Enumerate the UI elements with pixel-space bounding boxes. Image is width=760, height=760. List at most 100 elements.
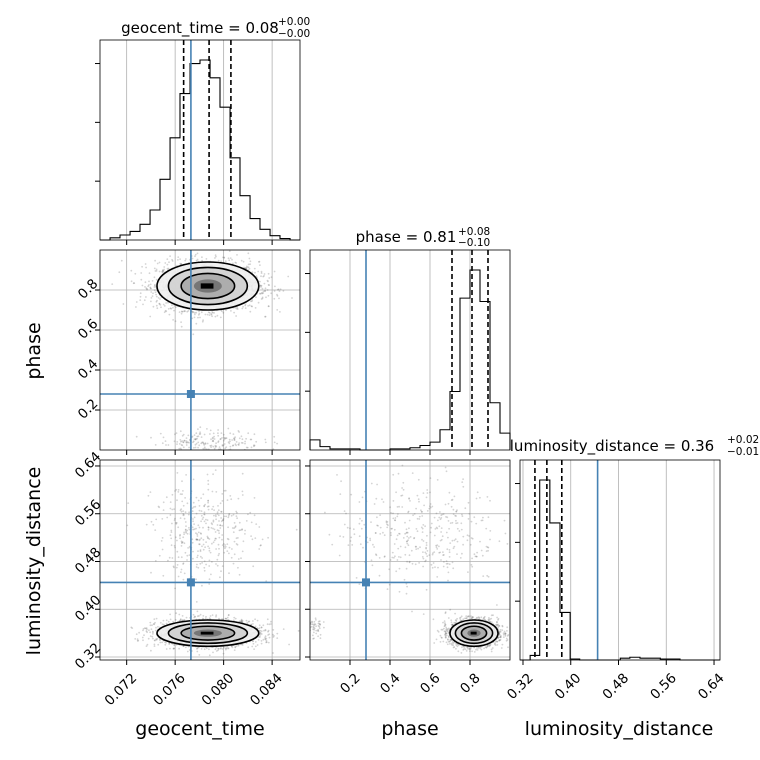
sample-point [144,281,147,284]
sample-point [158,302,161,305]
sample-point [200,510,203,512]
sample-point [194,616,197,618]
sample-point [225,618,228,620]
sample-point [183,439,186,442]
sample-point [228,259,231,262]
sample-point [161,623,164,626]
sample-point [179,493,182,495]
sample-point [217,429,219,431]
sample-point [173,647,175,650]
sample-point [238,437,241,440]
sample-point [218,536,221,539]
sample-point [224,437,226,440]
truth-marker [186,390,195,398]
sample-point [172,306,174,309]
sample-point [240,643,243,646]
sample-point [257,301,260,304]
y-tick-label-phase: 0.8 [75,276,102,303]
x-tick-label-luminosity_distance: 0.40 [552,670,585,703]
sample-point [201,320,204,323]
sample-point [258,624,261,627]
sample-point [264,287,267,290]
sample-point [174,517,176,520]
sample-point [227,427,230,430]
sample-point [200,648,203,650]
sample-point [155,270,158,272]
sample-point [191,435,194,438]
sample-point [144,286,146,288]
sample-point [170,537,173,540]
sample-point [150,571,152,574]
sample-point [145,645,148,647]
sample-point [273,290,276,292]
sample-point [219,524,222,527]
sample-point [179,534,181,537]
sample-point [207,505,210,508]
sample-point [264,628,267,631]
sample-point [142,629,144,632]
sample-point [213,438,216,440]
sample-point [204,442,207,445]
sample-point [267,280,269,283]
sample-point [267,630,269,633]
sample-point [249,310,252,313]
sample-point [262,292,264,294]
sample-point [169,647,171,650]
sample-point [253,445,255,448]
sample-point [201,256,203,259]
sample-point [149,635,152,637]
sample-point [255,296,257,298]
sample-point [195,512,198,515]
sample-point [131,627,134,629]
sample-point [152,633,154,635]
sample-point [187,310,190,312]
sample-point [206,428,208,430]
sample-point [215,255,217,258]
sample-point [259,636,261,638]
sample-point [272,629,275,631]
hist-panel-geocent_time [95,39,301,245]
density-peak [200,283,214,289]
sample-point [155,304,158,307]
sample-point [137,639,140,642]
sample-point [200,442,203,445]
sample-point [247,646,250,649]
sample-point [287,275,290,278]
sample-point [254,271,256,274]
sample-point [165,648,168,650]
sample-point [249,260,252,263]
sample-point [150,649,152,652]
sample-point [135,435,138,438]
sample-point [220,510,223,513]
hist-line-phase [309,269,511,451]
sample-point [251,645,254,648]
sample-point [199,431,201,434]
sample-point [212,439,214,442]
sample-point [209,444,212,447]
sample-point [167,444,170,446]
sample-point [267,634,269,636]
sample-point [161,641,163,644]
sample-point [198,615,200,617]
sample-point [147,285,150,288]
sample-point [155,278,158,281]
sample-point [224,489,227,492]
sample-point [150,628,153,631]
sample-point [211,542,213,545]
sample-point [244,442,246,445]
sample-point [154,291,157,294]
sample-point [233,437,236,440]
sample-point [235,510,238,513]
sample-point [208,314,211,316]
sample-point [149,621,152,624]
sample-point [264,290,266,292]
sample-point [159,298,161,300]
sample-point [192,518,194,520]
sample-point [276,632,279,635]
sample-point [198,310,200,313]
sample-point [242,305,245,308]
sample-point [175,432,178,434]
sample-point [118,271,121,274]
sample-point [203,446,206,449]
x-tick-label-luminosity_distance: 0.48 [600,670,633,703]
